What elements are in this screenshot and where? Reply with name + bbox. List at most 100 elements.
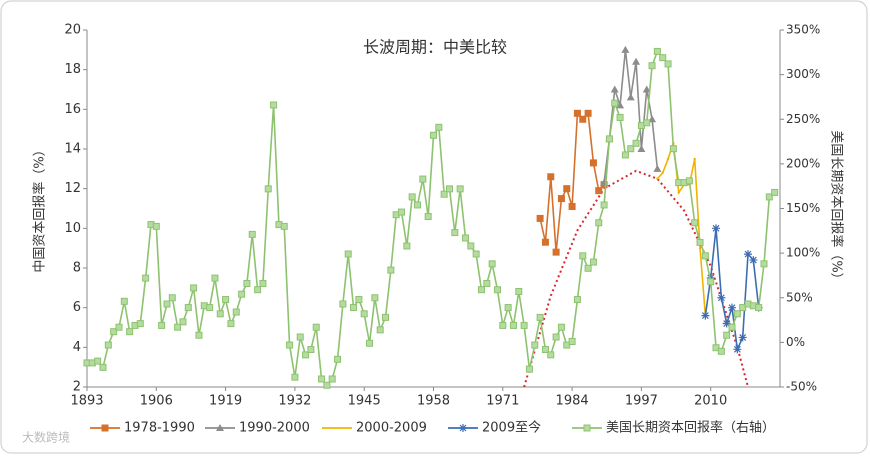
- point: [312, 323, 320, 331]
- y2-tick-label: 300%: [786, 67, 820, 81]
- point: [509, 321, 517, 329]
- x-tick-label: 2010: [694, 394, 727, 409]
- point: [621, 151, 629, 159]
- point: [669, 145, 677, 153]
- point: [222, 296, 230, 304]
- point: [739, 304, 747, 312]
- point: [632, 57, 641, 65]
- point: [174, 323, 182, 331]
- point: [685, 177, 693, 185]
- point: [557, 195, 565, 203]
- point: [626, 93, 635, 101]
- point: [430, 131, 437, 139]
- point: [733, 345, 742, 354]
- point: [738, 333, 747, 342]
- point: [547, 173, 555, 181]
- point: [307, 346, 315, 354]
- point: [536, 313, 544, 321]
- point: [152, 222, 160, 230]
- point: [445, 185, 453, 193]
- point: [387, 266, 395, 274]
- x-tick-label: 1919: [209, 394, 242, 409]
- x-tick-label: 1958: [417, 394, 450, 409]
- point: [605, 135, 613, 143]
- point: [760, 260, 768, 268]
- point: [707, 278, 715, 286]
- point: [552, 248, 560, 256]
- point: [195, 331, 203, 339]
- point: [477, 286, 485, 294]
- point: [120, 297, 128, 305]
- point: [211, 274, 219, 282]
- y-tick-label: 10: [64, 221, 81, 236]
- point: [259, 279, 267, 287]
- point: [302, 351, 310, 359]
- point: [115, 323, 123, 331]
- legend-label: 2009至今: [482, 420, 541, 436]
- point: [360, 310, 368, 318]
- point: [371, 294, 379, 302]
- point: [698, 246, 702, 250]
- point: [419, 175, 427, 183]
- point: [136, 320, 144, 328]
- point: [595, 219, 603, 227]
- y-tick-label: 2: [73, 380, 81, 395]
- trend-line: [523, 169, 749, 387]
- y-tick-label: 20: [64, 23, 81, 38]
- point: [318, 375, 326, 383]
- point: [243, 279, 251, 287]
- y2-tick-label: 250%: [786, 112, 820, 126]
- point: [611, 99, 619, 107]
- point: [568, 203, 576, 211]
- point: [461, 234, 469, 242]
- point: [595, 187, 603, 195]
- point: [722, 319, 731, 328]
- point: [755, 304, 763, 312]
- point: [552, 333, 560, 341]
- x-tick-label: 1997: [625, 394, 658, 409]
- point: [94, 357, 102, 365]
- point: [536, 214, 544, 222]
- point: [232, 308, 240, 316]
- point: [286, 341, 294, 349]
- point: [579, 252, 587, 260]
- point: [563, 185, 571, 193]
- point: [270, 101, 278, 109]
- legend-marker: [101, 424, 109, 432]
- point: [573, 109, 581, 117]
- point: [584, 264, 592, 272]
- point: [104, 341, 112, 349]
- point: [467, 242, 475, 250]
- point: [661, 171, 664, 174]
- point: [376, 326, 384, 334]
- point: [664, 60, 672, 68]
- point: [515, 288, 523, 296]
- x-tick-label: 1906: [140, 394, 173, 409]
- point: [382, 313, 390, 321]
- point: [656, 177, 659, 180]
- point: [621, 45, 630, 53]
- point: [158, 321, 166, 329]
- point: [573, 296, 581, 304]
- y-tick-label: 14: [64, 142, 81, 157]
- point: [579, 115, 587, 123]
- point: [110, 328, 118, 336]
- point: [248, 230, 256, 238]
- point: [328, 375, 336, 383]
- point: [568, 337, 576, 345]
- point: [238, 290, 246, 298]
- chart-title: 长波周期：中美比较: [363, 38, 507, 57]
- point: [728, 323, 736, 331]
- y-tick-label: 4: [73, 340, 81, 355]
- point: [691, 219, 699, 227]
- point: [547, 351, 555, 359]
- x-tick-label: 1945: [348, 394, 381, 409]
- point: [280, 222, 288, 230]
- point: [126, 328, 134, 336]
- point: [717, 347, 725, 355]
- point: [435, 123, 443, 131]
- point: [733, 310, 741, 318]
- point: [504, 304, 512, 312]
